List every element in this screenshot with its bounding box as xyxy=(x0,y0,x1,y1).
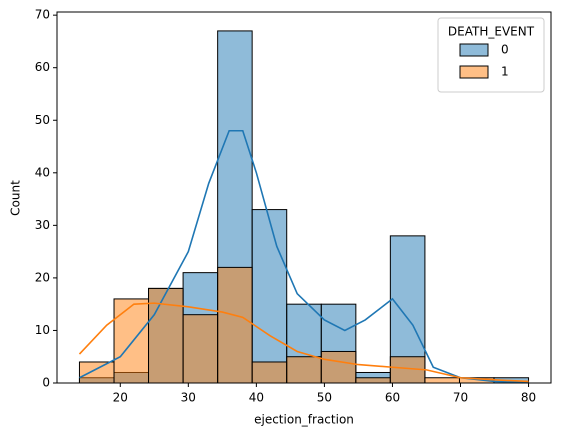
bar xyxy=(251,361,288,384)
y-tick-label: 70 xyxy=(35,8,50,22)
y-tick-label: 40 xyxy=(35,165,50,179)
bar xyxy=(355,377,391,384)
y-tick-label: 50 xyxy=(35,113,50,127)
kde-line xyxy=(79,129,529,384)
y-tick-label: 60 xyxy=(35,60,50,74)
y-tick-label: 0 xyxy=(42,376,50,390)
y-tick-label: 30 xyxy=(35,218,50,232)
legend-title: DEATH_EVENT xyxy=(448,25,535,39)
legend-label: 0 xyxy=(501,43,509,57)
x-axis-label: ejection_fraction xyxy=(254,413,354,427)
x-tick-label: 80 xyxy=(521,391,536,405)
legend-swatch xyxy=(459,65,489,79)
x-tick-label: 70 xyxy=(453,391,468,405)
y-axis-label: Count xyxy=(9,180,23,216)
bar xyxy=(251,209,288,384)
x-tick-label: 30 xyxy=(181,391,196,405)
bar xyxy=(182,314,219,384)
plot-frame xyxy=(56,11,552,384)
y-tick-label: 20 xyxy=(35,270,50,284)
bar xyxy=(78,361,115,384)
kde-line xyxy=(78,302,529,383)
bar xyxy=(217,266,253,384)
legend-swatch xyxy=(459,43,489,57)
bar xyxy=(424,377,460,384)
x-tick-label: 40 xyxy=(249,391,264,405)
bar xyxy=(113,298,150,384)
x-tick-label: 50 xyxy=(317,391,332,405)
y-tick-label: 10 xyxy=(35,323,50,337)
x-tick-label: 20 xyxy=(113,391,128,405)
bar xyxy=(320,350,357,384)
bar xyxy=(286,356,322,384)
x-tick-label: 60 xyxy=(385,391,400,405)
legend-label: 1 xyxy=(501,65,509,79)
